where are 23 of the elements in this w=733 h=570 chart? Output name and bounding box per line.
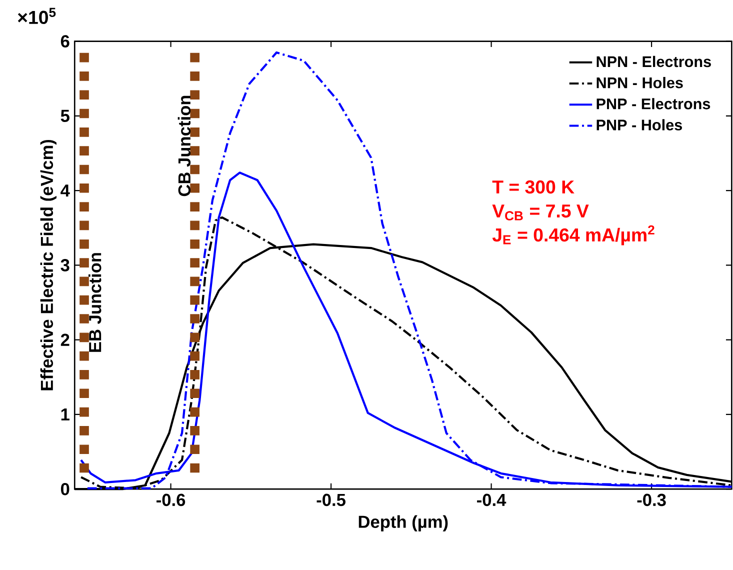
legend-label: PNP - Electrons bbox=[596, 98, 710, 110]
y-tick-label: 0 bbox=[60, 482, 70, 496]
x-tick-label: -0.5 bbox=[316, 494, 346, 506]
x-tick-label: -0.3 bbox=[637, 494, 666, 506]
x-tick-label: -0.6 bbox=[156, 494, 186, 506]
y-tick-label: 6 bbox=[60, 34, 70, 48]
x-tick-label: -0.4 bbox=[477, 494, 506, 506]
legend-label: PNP - Holes bbox=[596, 118, 682, 130]
annotation: V$_{CB}$ = 7.5 V bbox=[492, 204, 589, 220]
y-tick-label: 5 bbox=[60, 110, 70, 122]
y-tick-label: 1 bbox=[61, 408, 70, 420]
y-tick-label: 2 bbox=[60, 334, 70, 346]
text: ×10$^{5}$ bbox=[18, 8, 56, 24]
annotation: J$_{E}$ = 0.464 mA/µm$^{2}$ bbox=[492, 225, 654, 246]
legend-label: NPN - Holes bbox=[596, 76, 683, 88]
y-tick-label: 4 bbox=[60, 184, 70, 196]
ref-line-label: CB Junction bbox=[178, 96, 191, 196]
legend-label: NPN - Electrons bbox=[596, 56, 711, 67]
y-tick-label: 3 bbox=[60, 258, 70, 272]
ref-line-label: EB Junction bbox=[88, 252, 102, 352]
y-axis-title: Effective Electric Field (eV/cm) bbox=[40, 140, 56, 390]
x-axis-title: Depth (µm) bbox=[358, 515, 448, 532]
annotation: T = 300 K bbox=[492, 180, 574, 194]
